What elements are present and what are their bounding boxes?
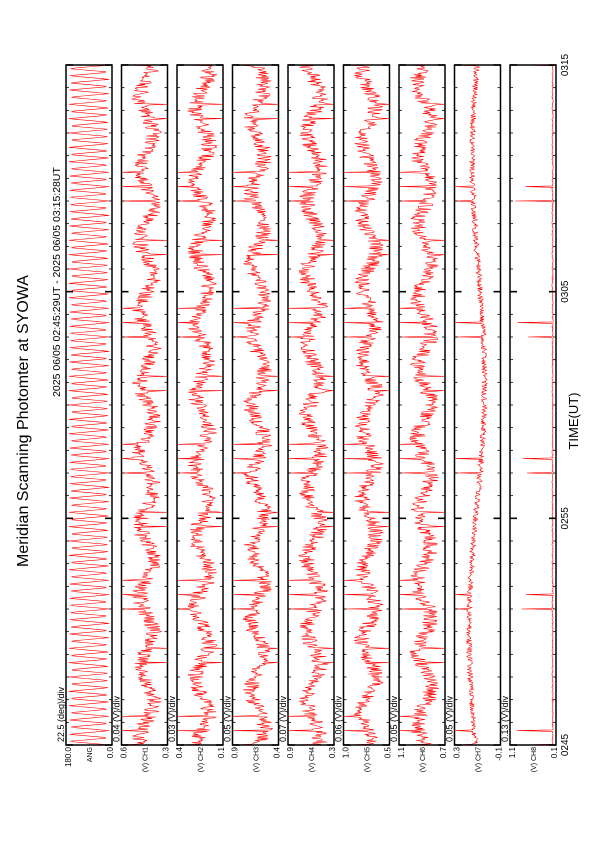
y-top-label-ch5: 1.0 — [342, 746, 351, 758]
channel-label-ch4: (V) CH4 — [309, 747, 316, 772]
y-bottom-label-ch7: -0.1 — [495, 746, 504, 760]
series-trace-ch3 — [233, 64, 278, 746]
panel-frame-ch7 — [453, 64, 502, 746]
x-axis-label: TIME(UT) — [566, 392, 581, 449]
series-trace-angle — [68, 64, 110, 746]
series-trace-ch5 — [344, 64, 389, 746]
y-bottom-label-ch8: 0.1 — [550, 746, 559, 758]
series-trace-ch7 — [455, 64, 488, 746]
panel-angle: 22.5 (deg)/div 180.0 0.0 ANG — [56, 64, 115, 767]
panel-ch4: 0.07 (V)/div 0.9 0.3 (V) CH4 — [278, 64, 337, 772]
channel-label-ch3: (V) CH3 — [254, 747, 261, 772]
panel-frame-ch5 — [342, 64, 391, 746]
chart-subtitle: 2025 06/05 02:45:29UT - 2025 06/05 03:15… — [51, 167, 63, 397]
scale-label-ch6: 0.05 (V)/div — [389, 695, 399, 742]
series-trace-ch4 — [288, 64, 334, 746]
channel-label-angle: ANG — [87, 747, 94, 762]
scale-label-angle: 22.5 (deg)/div — [56, 686, 66, 742]
x-tick-label-0255: 0255 — [560, 507, 571, 530]
y-top-label-ch3: 0.9 — [231, 746, 240, 758]
y-top-label-angle: 180.0 — [64, 746, 73, 767]
y-bottom-label-ch6: 0.7 — [439, 746, 448, 758]
panel-ch2: 0.03 (V)/div 0.4 0.1 (V) CH2 — [167, 64, 226, 772]
y-top-label-ch8: 1.1 — [508, 746, 517, 758]
x-tick-label-0305: 0305 — [560, 280, 571, 303]
y-top-label-ch1: 0.6 — [120, 746, 129, 758]
y-bottom-label-ch2: 0.1 — [217, 746, 226, 758]
scale-label-ch7: 0.05 (V)/div — [445, 695, 455, 742]
y-top-label-ch2: 0.4 — [175, 746, 184, 758]
x-tick-label-0315: 0315 — [560, 53, 571, 76]
panel-frame-ch2 — [176, 64, 224, 746]
panel-ch3: 0.05 (V)/div 0.9 0.4 (V) CH3 — [223, 64, 282, 772]
channel-label-ch8: (V) CH8 — [531, 747, 538, 772]
panel-ch6: 0.05 (V)/div 1.1 0.7 (V) CH6 — [389, 64, 448, 772]
channel-label-ch7: (V) CH7 — [476, 747, 483, 772]
channel-label-ch1: (V) CH1 — [143, 747, 150, 772]
scale-label-ch5: 0.06 (V)/div — [334, 695, 344, 742]
y-bottom-label-ch3: 0.4 — [273, 746, 282, 758]
y-bottom-label-angle: 0.0 — [106, 746, 115, 758]
series-trace-ch2 — [177, 64, 223, 746]
y-bottom-label-ch4: 0.3 — [328, 746, 337, 758]
panel-ch1: 0.04 (V)/div 0.6 0.3 (V) CH1 — [112, 64, 171, 772]
y-top-label-ch7: 0.3 — [453, 746, 462, 758]
y-top-label-ch4: 0.9 — [286, 746, 295, 758]
y-bottom-label-ch5: 0.5 — [384, 746, 393, 758]
chart-title: Meridian Scanning Photomter at SYOWA — [15, 275, 32, 567]
scale-label-ch4: 0.07 (V)/div — [278, 695, 288, 742]
scale-label-ch3: 0.05 (V)/div — [223, 695, 233, 742]
channel-label-ch5: (V) CH5 — [365, 747, 372, 772]
channel-label-ch2: (V) CH2 — [198, 747, 205, 772]
panel-ch8: 0.13 (V)/div 1.1 0.1 (V) CH8 — [500, 64, 559, 772]
y-top-label-ch6: 1.1 — [397, 746, 406, 758]
panel-ch7: 0.05 (V)/div 0.3 -0.1 (V) CH7 — [445, 64, 504, 772]
panel-frame-ch8 — [509, 64, 557, 746]
scale-label-ch2: 0.03 (V)/div — [167, 695, 177, 742]
x-tick-labels: 0245 0255 0305 0315 — [560, 53, 571, 756]
series-trace-ch6 — [399, 64, 445, 746]
channel-label-ch6: (V) CH6 — [420, 747, 427, 772]
x-tick-label-0245: 0245 — [560, 733, 571, 756]
panel-ch5: 0.06 (V)/div 1.0 0.5 (V) CH5 — [334, 64, 393, 772]
scale-label-ch1: 0.04 (V)/div — [112, 695, 122, 742]
scale-label-ch8: 0.13 (V)/div — [500, 695, 510, 742]
series-trace-ch8 — [515, 64, 555, 746]
series-trace-ch1 — [122, 64, 167, 746]
panels-group: 22.5 (deg)/div 180.0 0.0 ANG 0.04 (V)/div 0.6… — [56, 64, 559, 772]
panel-frame-ch3 — [231, 64, 280, 746]
y-bottom-label-ch1: 0.3 — [162, 746, 171, 758]
